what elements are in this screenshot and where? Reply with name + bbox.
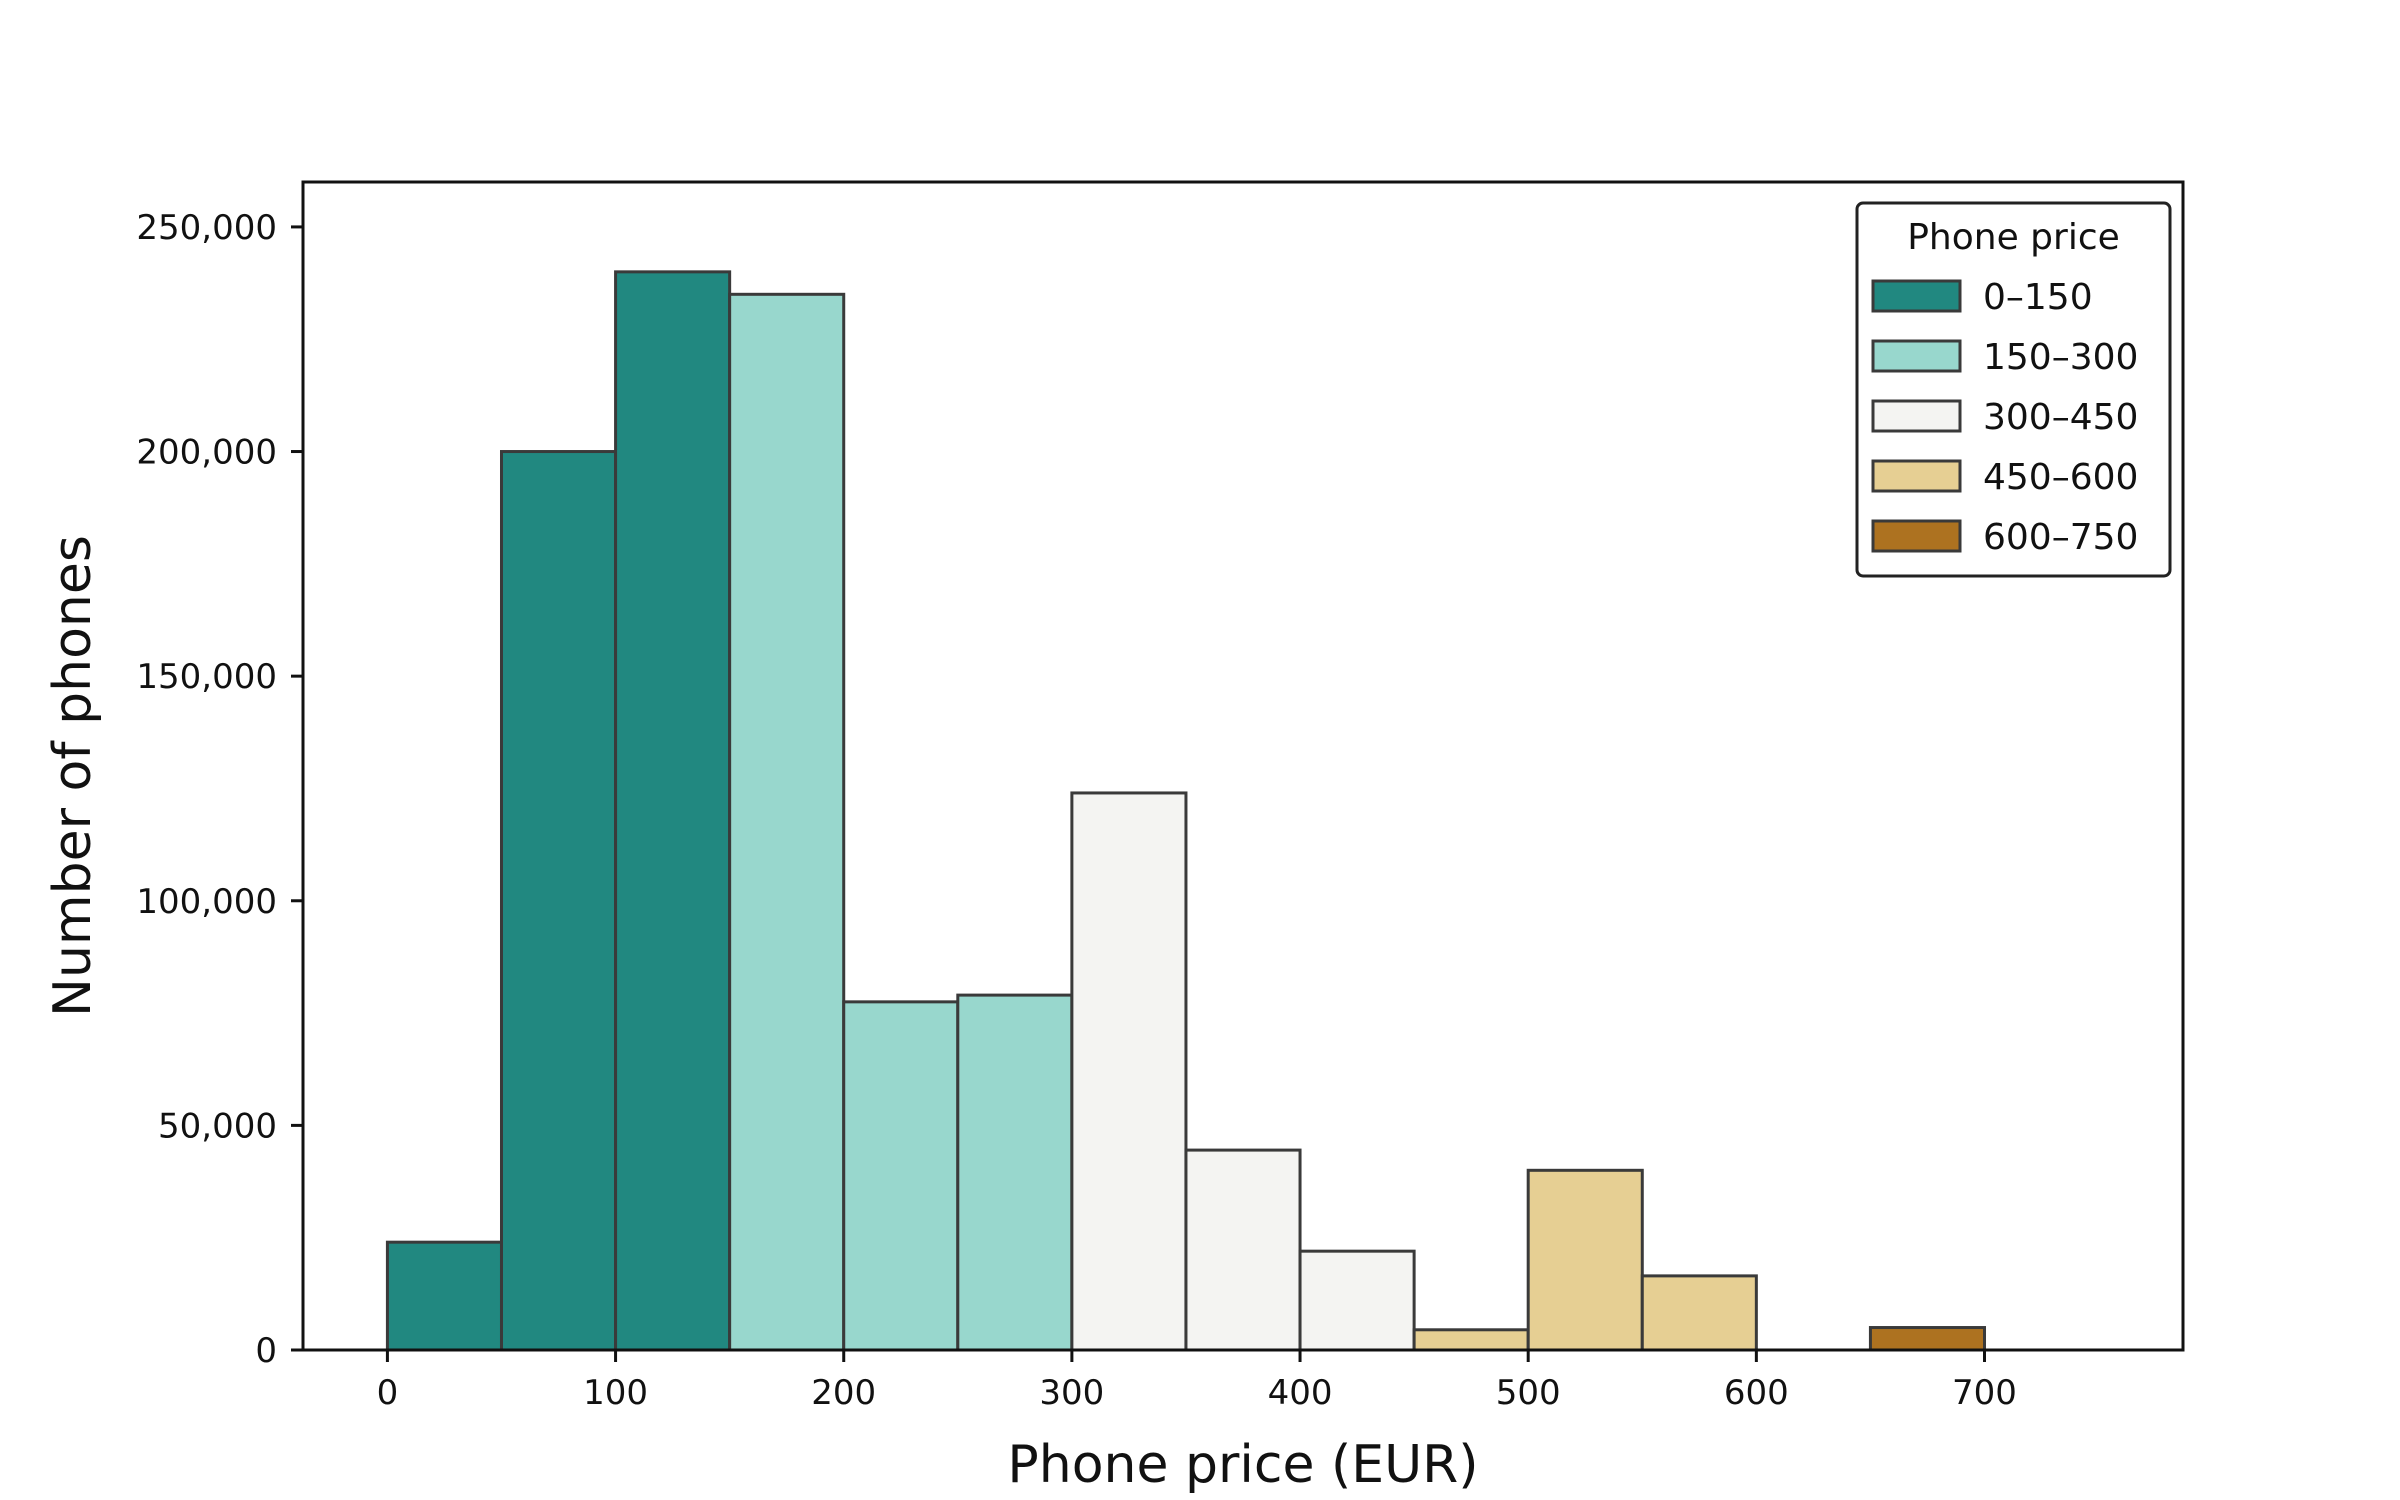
legend-swatch xyxy=(1871,519,1962,553)
histogram-bar xyxy=(1412,1328,1530,1352)
legend-swatch xyxy=(1871,339,1962,373)
legend-items: 0–150 150–300 300–450 450–600 600–750 xyxy=(1871,277,2138,558)
legend-label: 150–300 xyxy=(1983,337,2138,378)
y-tick-label: 50,000 xyxy=(158,1106,277,1146)
x-axis-title: Phone price (EUR) xyxy=(1007,1435,1478,1495)
legend-swatch xyxy=(1871,399,1962,433)
x-tick-label: 600 xyxy=(1724,1373,1789,1413)
x-tick-label: 100 xyxy=(583,1373,648,1413)
bars-group xyxy=(385,270,2099,1352)
histogram-bar xyxy=(956,993,1074,1352)
histogram-bar xyxy=(1070,791,1188,1352)
x-tick-label: 300 xyxy=(1039,1373,1104,1413)
x-tick-label: 200 xyxy=(811,1373,876,1413)
histogram-bar xyxy=(1640,1274,1758,1352)
legend-label: 300–450 xyxy=(1983,397,2138,438)
x-axis: 0 100 200 300 400 500 600 700 xyxy=(377,1350,2017,1413)
x-tick-label: 500 xyxy=(1496,1373,1561,1413)
histogram-bar xyxy=(842,1000,960,1352)
x-tick-label: 0 xyxy=(377,1373,399,1413)
legend-title: Phone price xyxy=(1907,217,2120,258)
y-tick-label: 150,000 xyxy=(136,657,277,697)
y-tick-label: 250,000 xyxy=(136,208,277,248)
legend-label: 600–750 xyxy=(1983,517,2138,558)
y-tick-label: 100,000 xyxy=(136,882,277,922)
histogram-bar xyxy=(1184,1148,1302,1352)
legend-label: 0–150 xyxy=(1983,277,2093,318)
histogram-bar xyxy=(728,292,846,1352)
y-tick-label: 0 xyxy=(255,1331,277,1371)
histogram-bar xyxy=(1298,1249,1416,1352)
y-axis: 0 50,000 100,000 150,000 200,000 250,000 xyxy=(136,208,303,1371)
plot-frame xyxy=(301,180,2185,1352)
histogram-bar xyxy=(1868,1326,1987,1352)
legend-swatch xyxy=(1871,459,1962,493)
legend-label: 450–600 xyxy=(1983,457,2138,498)
histogram-bar xyxy=(385,1240,503,1352)
y-tick-label: 200,000 xyxy=(136,433,277,473)
histogram-bar xyxy=(1526,1168,1644,1352)
legend-swatch xyxy=(1871,279,1962,313)
y-axis-title: Number of phones xyxy=(43,535,103,1017)
histogram-bar xyxy=(614,270,732,1352)
legend: Phone price 0–150 150–300 300–450 450–600 60… xyxy=(1855,201,2172,578)
x-tick-label: 400 xyxy=(1268,1373,1333,1413)
x-tick-label: 700 xyxy=(1952,1373,2017,1413)
histogram-bar xyxy=(499,450,618,1352)
